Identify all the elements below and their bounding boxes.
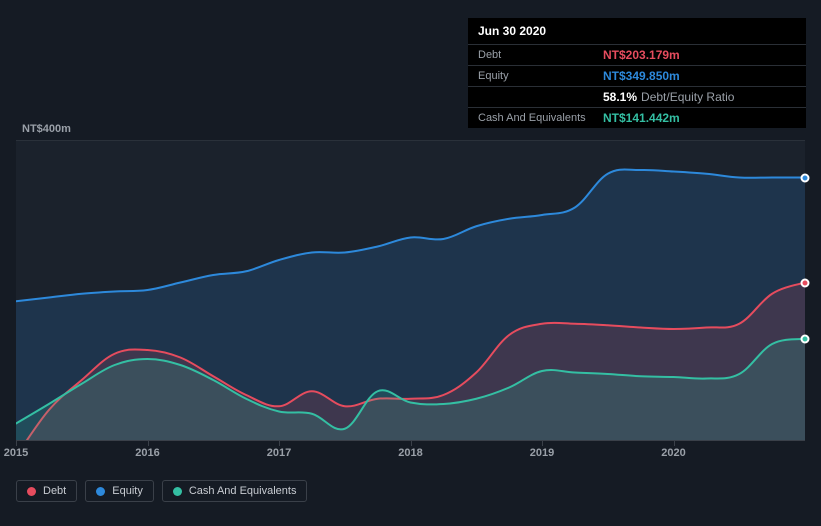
ratio-text: Debt/Equity Ratio <box>641 90 734 104</box>
series-end-dot <box>801 173 810 182</box>
legend-item[interactable]: Debt <box>16 480 77 502</box>
tooltip-label: Debt <box>478 49 603 61</box>
series-end-dot <box>801 334 810 343</box>
ratio-pct: 58.1% <box>603 90 637 104</box>
legend-item[interactable]: Cash And Equivalents <box>162 480 308 502</box>
legend-dot-icon <box>27 487 36 496</box>
x-axis-label: 2020 <box>661 447 685 459</box>
x-axis-label: 2019 <box>530 447 554 459</box>
tooltip-value: NT$349.850m <box>603 69 680 83</box>
tooltip-row-ratio: 58.1% Debt/Equity Ratio <box>468 86 806 107</box>
tooltip-value: NT$141.442m <box>603 111 680 125</box>
legend-dot-icon <box>96 487 105 496</box>
legend-dot-icon <box>173 487 182 496</box>
series-end-dot <box>801 278 810 287</box>
x-axis-label: 2016 <box>135 447 159 459</box>
area-chart-svg <box>16 140 805 440</box>
legend: Debt Equity Cash And Equivalents <box>16 480 307 502</box>
plot-area[interactable] <box>16 140 805 440</box>
tooltip-value: NT$203.179m <box>603 48 680 62</box>
legend-label: Cash And Equivalents <box>189 485 297 497</box>
legend-label: Equity <box>112 485 143 497</box>
tooltip-label: Equity <box>478 70 603 82</box>
x-axis-label: 2018 <box>398 447 422 459</box>
tooltip-row-debt: Debt NT$203.179m <box>468 44 806 65</box>
x-axis-label: 2015 <box>4 447 28 459</box>
tooltip-label: Cash And Equivalents <box>478 112 603 124</box>
chart-container: Jun 30 2020 Debt NT$203.179m Equity NT$3… <box>0 0 821 526</box>
tooltip-ratio: 58.1% Debt/Equity Ratio <box>603 90 734 104</box>
x-axis-label: 2017 <box>267 447 291 459</box>
chart-tooltip: Jun 30 2020 Debt NT$203.179m Equity NT$3… <box>468 18 806 128</box>
y-axis-label-top: NT$400m <box>22 123 71 135</box>
legend-item[interactable]: Equity <box>85 480 154 502</box>
legend-label: Debt <box>43 485 66 497</box>
x-axis: 201520162017201820192020 <box>16 440 805 465</box>
tooltip-row-cash: Cash And Equivalents NT$141.442m <box>468 107 806 128</box>
tooltip-row-equity: Equity NT$349.850m <box>468 65 806 86</box>
tooltip-date: Jun 30 2020 <box>468 18 806 44</box>
